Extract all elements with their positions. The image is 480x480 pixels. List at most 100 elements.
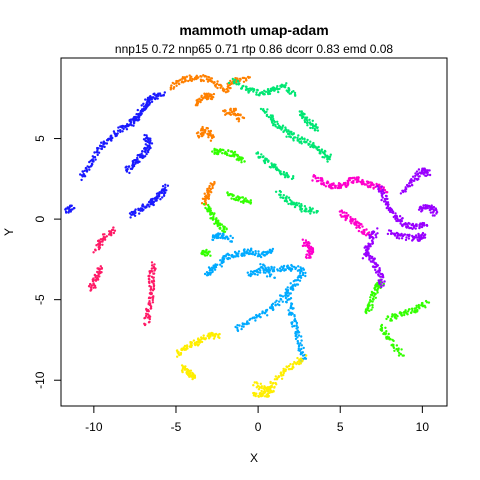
data-point <box>289 363 292 366</box>
data-point <box>294 204 297 207</box>
data-point <box>429 206 432 210</box>
data-point <box>304 357 308 360</box>
data-point <box>413 307 416 310</box>
data-point <box>213 147 216 151</box>
data-point <box>288 266 291 269</box>
data-point <box>423 233 427 236</box>
data-point <box>390 232 393 235</box>
data-point <box>426 170 429 173</box>
data-point <box>211 269 214 273</box>
data-point <box>234 255 237 258</box>
data-point <box>416 238 419 241</box>
data-point <box>119 129 122 132</box>
data-point <box>282 267 285 270</box>
data-point <box>85 170 89 173</box>
data-point <box>93 273 97 277</box>
data-point <box>230 154 233 157</box>
data-point <box>265 275 269 278</box>
data-point <box>210 217 213 220</box>
data-point <box>79 173 82 176</box>
data-point <box>275 299 278 302</box>
data-point <box>313 124 316 128</box>
data-point <box>276 269 280 272</box>
data-point <box>129 216 132 219</box>
data-point <box>274 301 277 304</box>
data-point <box>209 139 213 142</box>
data-point <box>306 119 309 122</box>
data-point <box>365 311 368 315</box>
data-point <box>329 153 332 156</box>
data-point <box>320 148 324 151</box>
data-point <box>261 266 264 269</box>
data-point <box>425 174 428 177</box>
data-point <box>299 274 302 278</box>
data-point <box>140 112 143 115</box>
data-point <box>207 133 210 137</box>
data-point <box>92 251 95 254</box>
data-point <box>203 272 207 276</box>
data-point <box>398 237 401 240</box>
data-point <box>322 181 325 185</box>
data-point <box>239 200 243 203</box>
data-point <box>149 95 152 98</box>
data-point <box>224 91 228 94</box>
data-point <box>230 255 234 258</box>
data-point <box>284 268 287 271</box>
data-point <box>338 210 342 213</box>
y-axis-label: Y <box>2 228 16 236</box>
data-point <box>379 279 382 282</box>
data-point <box>378 267 381 270</box>
data-point <box>153 269 156 272</box>
data-point <box>273 266 276 269</box>
data-point <box>229 234 232 238</box>
data-point <box>415 306 418 309</box>
data-point <box>312 146 315 149</box>
data-point <box>292 90 295 93</box>
data-point <box>263 391 266 394</box>
data-point <box>249 248 253 252</box>
data-point <box>271 247 275 251</box>
data-point <box>396 218 400 222</box>
data-point <box>293 315 296 318</box>
data-point <box>181 370 184 374</box>
data-point <box>65 211 68 214</box>
data-point <box>208 79 211 82</box>
data-point <box>263 395 267 398</box>
data-point <box>93 155 97 159</box>
data-point <box>206 127 209 130</box>
x-tick-label: -5 <box>171 420 182 434</box>
data-point <box>257 315 261 318</box>
data-point <box>145 147 148 150</box>
data-point <box>142 105 146 108</box>
data-point <box>286 173 289 177</box>
data-point <box>239 78 242 81</box>
data-point <box>276 126 279 129</box>
data-point <box>135 159 138 162</box>
data-point <box>136 154 139 157</box>
data-point <box>64 207 68 210</box>
data-point <box>285 199 288 202</box>
data-point <box>372 186 375 189</box>
data-point <box>404 310 407 314</box>
data-point <box>88 168 91 171</box>
data-point <box>421 301 424 305</box>
data-point <box>175 79 178 83</box>
data-point <box>129 122 132 125</box>
data-point <box>260 389 263 393</box>
data-point <box>301 360 304 363</box>
data-point <box>200 337 203 341</box>
data-point <box>357 176 360 179</box>
data-point <box>257 395 260 398</box>
data-point <box>421 221 424 225</box>
data-point <box>204 129 207 132</box>
data-point <box>289 136 293 139</box>
data-point <box>172 86 176 89</box>
data-point <box>145 152 148 156</box>
data-point <box>422 204 425 207</box>
data-point <box>292 307 295 310</box>
data-point <box>163 91 166 94</box>
data-point <box>237 199 240 202</box>
data-point <box>207 136 210 139</box>
data-point <box>97 267 101 271</box>
